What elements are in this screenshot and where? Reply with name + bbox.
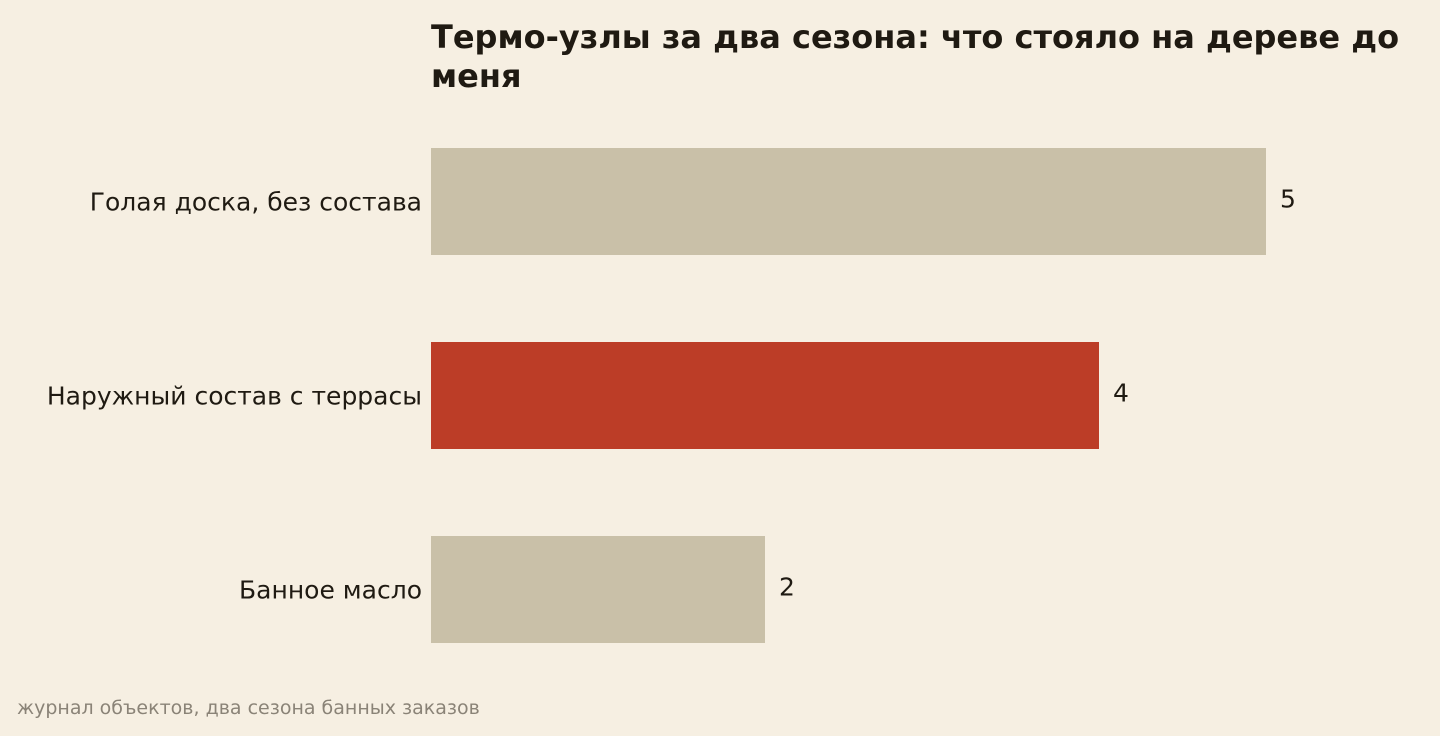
category-label: Голая доска, без состава bbox=[90, 188, 422, 217]
data-label: 5 bbox=[1280, 185, 1296, 214]
bar bbox=[431, 148, 1266, 255]
data-label: 2 bbox=[779, 573, 795, 602]
chart-title: Термо-узлы за два сезона: что стояло на … bbox=[431, 18, 1400, 95]
category-label: Банное масло bbox=[239, 576, 422, 605]
source-note: журнал объектов, два сезона банных заказ… bbox=[17, 697, 480, 719]
bar bbox=[431, 342, 1099, 449]
category-label: Наружный состав с террасы bbox=[47, 382, 422, 411]
data-label: 4 bbox=[1113, 379, 1129, 408]
bar bbox=[431, 536, 765, 643]
